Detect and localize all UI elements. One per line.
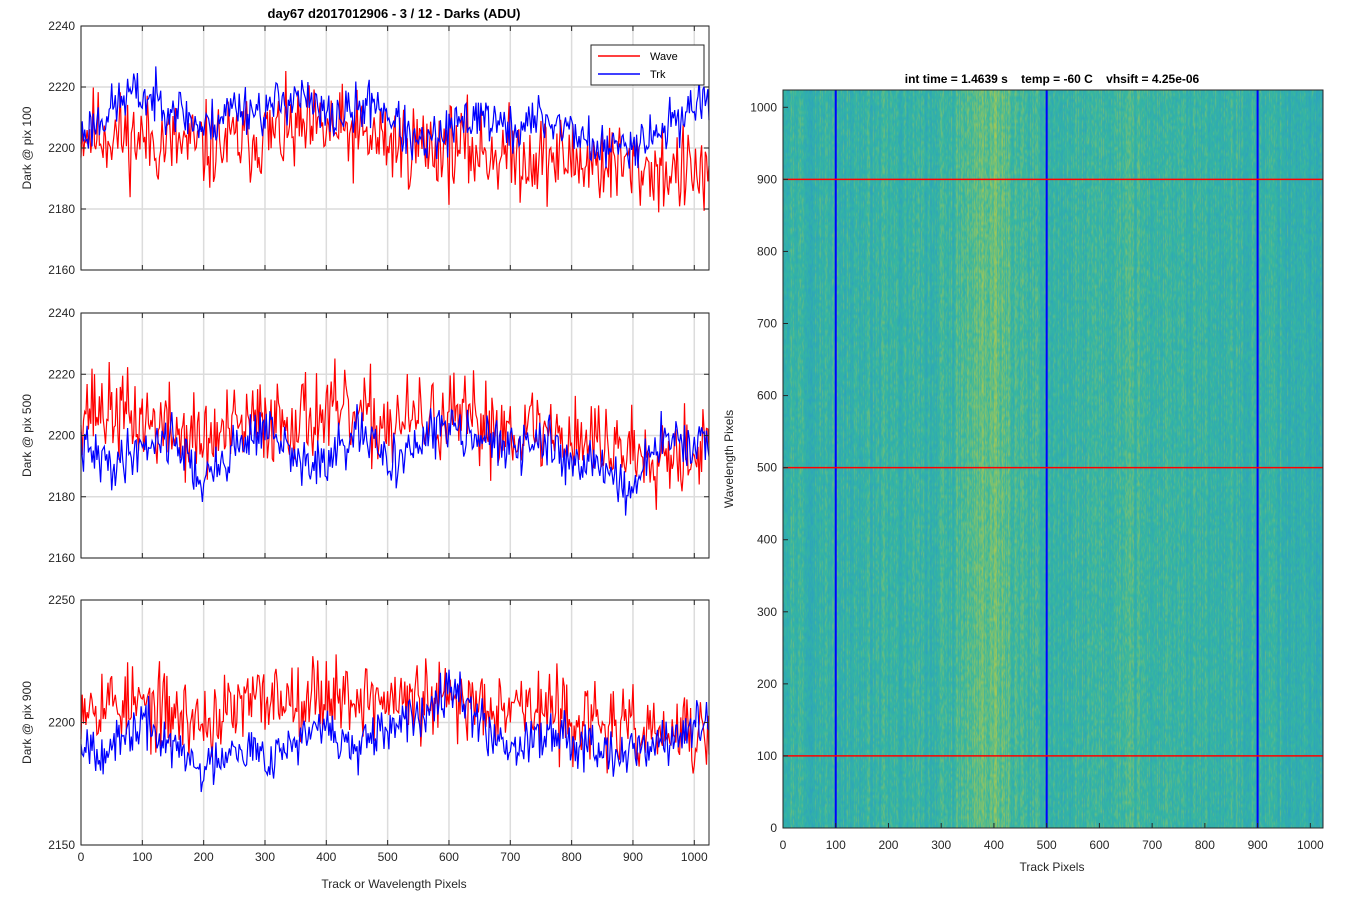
series-line-wave: [80, 358, 710, 510]
heatmap-y-tick-label: 400: [757, 533, 777, 547]
heatmap-image: [783, 90, 1323, 828]
x-tick-label: 800: [562, 850, 582, 864]
y-axis-label: Dark @ pix 500: [20, 394, 34, 477]
y-axis-label: Dark @ pix 900: [20, 681, 34, 764]
y-tick-label: 2180: [48, 202, 75, 216]
heatmap-y-tick-label: 1000: [750, 100, 777, 114]
heatmap-x-tick-label: 1000: [1297, 838, 1324, 852]
x-tick-label: 600: [439, 850, 459, 864]
y-tick-label: 2250: [48, 593, 75, 607]
plot-area: 0 100 200 300 400 500 600 700 800 900 1000 2150 2200…: [48, 593, 710, 864]
x-tick-label: 300: [255, 850, 275, 864]
y-tick-label: 2220: [48, 367, 75, 381]
heatmap-x-tick-label: 700: [1142, 838, 1162, 852]
x-tick-label: 900: [623, 850, 643, 864]
y-tick-label: 2180: [48, 490, 75, 504]
y-tick-label: 2150: [48, 838, 75, 852]
heatmap-axes-box: [782, 89, 1324, 829]
heatmap-y-tick-label: 800: [757, 244, 777, 258]
y-tick-label: 2200: [48, 716, 75, 730]
heatmap-x-tick-label: 400: [984, 838, 1004, 852]
heatmap-y-tick-label: 100: [757, 749, 777, 763]
heatmap-y-tick-label: 700: [757, 317, 777, 331]
x-tick-label: 1000: [681, 850, 708, 864]
y-tick-label: 2240: [48, 19, 75, 33]
x-tick-label: 400: [316, 850, 336, 864]
y-tick-label: 2220: [48, 80, 75, 94]
legend-label-trk: Trk: [650, 69, 666, 81]
heatmap-x-tick-label: 600: [1089, 838, 1109, 852]
heatmap-x-tick-label: 0: [780, 838, 787, 852]
heatmap-title: int time = 1.4639 s temp = -60 C vhsift …: [905, 72, 1200, 86]
heatmap-x-tick-label: 300: [931, 838, 951, 852]
x-tick-label: 200: [194, 850, 214, 864]
heatmap-x-tick-label: 900: [1248, 838, 1268, 852]
heatmap-x-axis-label: Track Pixels: [1020, 860, 1085, 874]
series-line-trk: [80, 66, 710, 169]
main-title: day67 d2017012906 - 3 / 12 - Darks (ADU): [268, 6, 521, 21]
y-tick-label: 2160: [48, 551, 75, 565]
x-tick-label: 700: [500, 850, 520, 864]
heatmap-x-tick-label: 100: [826, 838, 846, 852]
line-panel-pix-900: 0 100 200 300 400 500 600 700 800 900 1000 2150 2200…: [20, 593, 710, 891]
legend-label-wave: Wave: [650, 51, 678, 63]
y-tick-label: 2160: [48, 263, 75, 277]
heatmap-y-tick-label: 300: [757, 605, 777, 619]
legend-box: [590, 44, 705, 86]
heatmap-y-tick-label: 0: [770, 821, 777, 835]
y-axis-label: Dark @ pix 100: [20, 106, 34, 189]
y-tick-label: 2240: [48, 306, 75, 320]
y-tick-label: 2200: [48, 141, 75, 155]
plot-area: 2160 2180 2200 2220 2240: [48, 306, 710, 565]
x-tick-label: 500: [378, 850, 398, 864]
y-tick-label: 2200: [48, 429, 75, 443]
line-panel-pix-500: 2160 2180 2200 2220 2240 Dark @ pix 500: [20, 306, 710, 565]
series-line-trk: [80, 404, 710, 516]
heatmap-y-tick-label: 200: [757, 677, 777, 691]
series-line-wave: [80, 654, 710, 774]
heatmap-x-tick-label: 200: [878, 838, 898, 852]
heatmap-x-tick-label: 500: [1037, 838, 1057, 852]
heatmap-y-tick-label: 900: [757, 172, 777, 186]
heatmap-x-tick-label: 800: [1195, 838, 1215, 852]
x-tick-label: 100: [132, 850, 152, 864]
heatmap-y-axis-label: Wavelength Pixels: [722, 410, 736, 508]
heatmap-panel: int time = 1.4639 s temp = -60 C vhsift …: [722, 72, 1324, 874]
heatmap-y-tick-label: 600: [757, 389, 777, 403]
series-line-trk: [80, 669, 710, 793]
heatmap-plot-area: 0 100 200 300 400 500 600 700 800 900 1000 0 100 200 3…: [750, 89, 1324, 852]
x-axis-label: Track or Wavelength Pixels: [321, 877, 466, 891]
heatmap-y-tick-label: 500: [757, 461, 777, 475]
legend[interactable]: Wave Trk: [590, 44, 705, 86]
line-panel-pix-100: day67 d2017012906 - 3 / 12 - Darks (ADU)…: [20, 6, 710, 277]
series-line-wave: [80, 70, 710, 213]
x-tick-label: 0: [78, 850, 85, 864]
